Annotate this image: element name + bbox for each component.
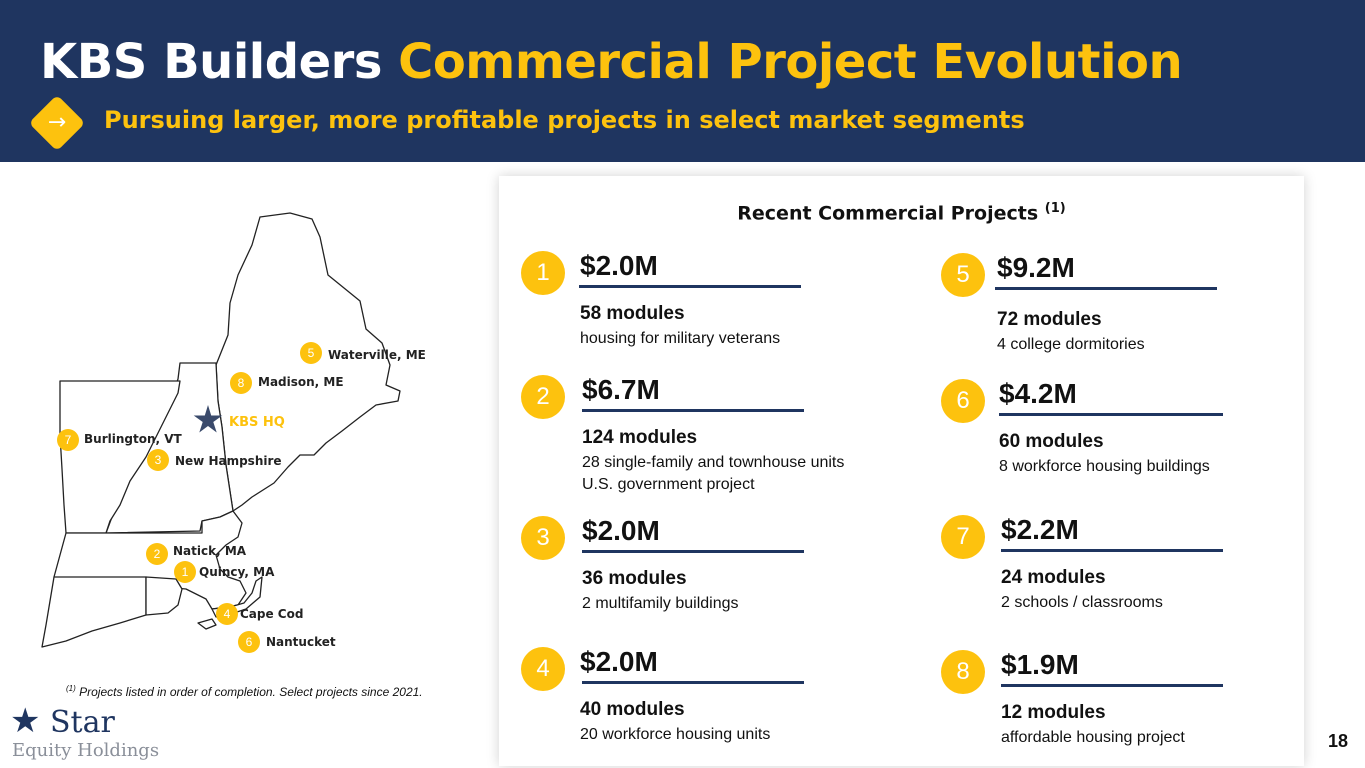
project-item-7: 7 $2.2M 24 modules 2 schools / classroom… (941, 514, 1301, 644)
project-item-4: 4 $2.0M 40 modules 20 workforce housing … (521, 646, 881, 768)
project-description: 8 workforce housing buildings (999, 458, 1210, 475)
map-island-marthas-vineyard (197, 618, 217, 630)
project-description: 28 single-family and townhouse units U.S… (582, 454, 845, 493)
page-subtitle: Pursuing larger, more profitable project… (104, 106, 1025, 134)
project-divider (999, 413, 1223, 416)
project-modules: 72 modules (997, 309, 1102, 330)
project-item-3: 3 $2.0M 36 modules 2 multifamily buildin… (521, 515, 881, 645)
project-description: 2 multifamily buildings (582, 595, 739, 612)
map-pin-cape-cod: 4 Cape Cod (216, 603, 303, 625)
footnote: (1) Projects listed in order of completi… (66, 684, 423, 699)
project-amount: $2.0M (580, 250, 658, 281)
project-item-6: 6 $4.2M 60 modules 8 workforce housing b… (941, 378, 1301, 508)
svg-text:Natick, MA: Natick, MA (173, 544, 247, 558)
map-state-rhode-island (145, 576, 183, 616)
svg-text:6: 6 (246, 635, 253, 649)
project-item-8: 8 $1.9M 12 modules affordable housing pr… (941, 649, 1301, 768)
project-modules: 40 modules (580, 699, 685, 720)
project-description: 20 workforce housing units (580, 726, 771, 743)
map-pin-quincy: 1 Quincy, MA (174, 561, 275, 583)
project-modules: 36 modules (582, 568, 687, 589)
svg-text:Waterville, ME: Waterville, ME (328, 348, 426, 362)
svg-text:Burlington, VT: Burlington, VT (84, 432, 183, 446)
project-number-badge: 7 (941, 515, 985, 559)
project-divider (582, 550, 804, 553)
map-state-vermont (59, 380, 181, 534)
project-number-badge: 5 (941, 253, 985, 297)
project-amount: $9.2M (997, 252, 1075, 283)
map-pin-madison: 8 Madison, ME (230, 372, 344, 394)
svg-text:5: 5 (308, 346, 315, 360)
page-title: KBS Builders Commercial Project Evolutio… (40, 34, 1183, 90)
project-amount: $4.2M (999, 378, 1077, 409)
title-company: KBS Builders (40, 34, 399, 90)
hq-label: KBS HQ (229, 415, 285, 430)
title-topic: Commercial Project Evolution (398, 34, 1183, 90)
project-number-badge: 3 (521, 516, 565, 560)
header-banner: KBS Builders Commercial Project Evolutio… (0, 0, 1365, 162)
project-item-2: 2 $6.7M 124 modules 28 single-family and… (521, 374, 881, 504)
svg-text:3: 3 (155, 453, 162, 467)
project-number-badge: 1 (521, 251, 565, 295)
project-number-badge: 2 (521, 375, 565, 419)
project-number-badge: 6 (941, 379, 985, 423)
project-divider (582, 409, 804, 412)
svg-text:4: 4 (224, 607, 231, 621)
project-description: housing for military veterans (580, 330, 781, 347)
svg-text:7: 7 (65, 433, 72, 447)
map-pin-waterville: 5 Waterville, ME (300, 342, 426, 364)
project-description: 4 college dormitories (997, 336, 1145, 353)
hq-star-icon (193, 405, 223, 433)
project-amount: $1.9M (1001, 649, 1079, 680)
logo-subtitle: Equity Holdings (12, 740, 160, 761)
project-item-1: 1 $2.0M 58 modules housing for military … (521, 250, 881, 380)
project-number-badge: 4 (521, 647, 565, 691)
map-pin-nantucket: 6 Nantucket (238, 631, 336, 653)
card-title: Recent Commercial Projects (1) (737, 201, 1066, 225)
project-divider (582, 681, 804, 684)
project-modules: 58 modules (580, 303, 685, 324)
project-modules: 24 modules (1001, 567, 1106, 588)
card-title-marker: (1) (1044, 201, 1066, 216)
recent-projects-card: Recent Commercial Projects (1) 1 $2.0M 5… (499, 176, 1304, 766)
svg-text:Quincy, MA: Quincy, MA (199, 565, 275, 579)
svg-text:Nantucket: Nantucket (266, 635, 336, 649)
map-state-connecticut (41, 576, 147, 648)
project-modules: 12 modules (1001, 702, 1106, 723)
arrow-right-icon: → (47, 110, 67, 135)
svg-text:2: 2 (154, 547, 161, 561)
project-item-5: 5 $9.2M 72 modules 4 college dormitories (941, 252, 1301, 382)
project-number-badge: 8 (941, 650, 985, 694)
project-amount: $2.0M (580, 646, 658, 677)
footnote-text: Projects listed in order of completion. … (75, 685, 423, 699)
project-divider (1001, 549, 1223, 552)
svg-text:New Hampshire: New Hampshire (175, 454, 282, 468)
project-divider (995, 287, 1217, 290)
map-pin-natick: 2 Natick, MA (146, 543, 247, 565)
page-number: 18 (1328, 731, 1349, 751)
footnote-marker: (1) (66, 684, 76, 693)
svg-text:1: 1 (182, 565, 189, 579)
svg-text:Cape Cod: Cape Cod (240, 607, 303, 621)
project-amount: $2.0M (582, 515, 660, 546)
map-pin-burlington: 7 Burlington, VT (57, 429, 183, 451)
star-icon: ★ (10, 702, 41, 740)
star-equity-logo: ★ Star Equity Holdings (10, 702, 190, 766)
svg-text:8: 8 (238, 376, 245, 390)
project-divider (1001, 684, 1223, 687)
project-description: 2 schools / classrooms (1001, 594, 1163, 611)
map-pin-new-hampshire: 3 New Hampshire (147, 449, 282, 471)
project-divider (579, 285, 801, 288)
svg-text:Madison, ME: Madison, ME (258, 375, 344, 389)
new-england-map: KBS HQ 5 Waterville, ME 8 Madison, ME 7 … (41, 212, 426, 653)
project-modules: 124 modules (582, 427, 698, 448)
project-modules: 60 modules (999, 431, 1104, 452)
logo-name: Star (50, 705, 115, 740)
project-amount: $2.2M (1001, 514, 1079, 545)
project-amount: $6.7M (582, 374, 660, 405)
project-description: affordable housing project (1001, 729, 1185, 746)
